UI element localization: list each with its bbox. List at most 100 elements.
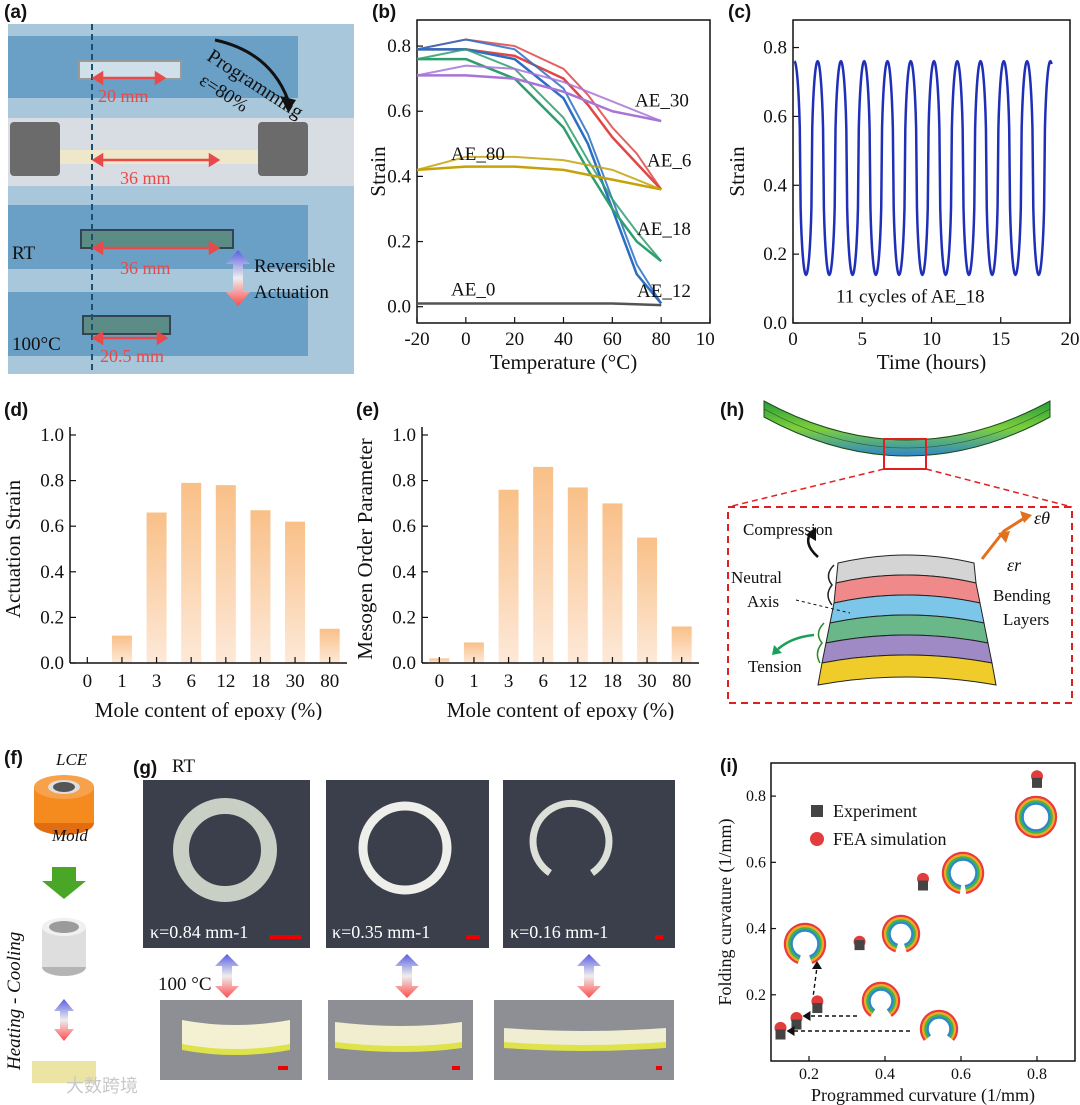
tension-label: Tension — [748, 657, 802, 676]
series-label-AE_30: AE_30 — [635, 90, 689, 111]
x-axis-label: Mole content of epoxy (%) — [95, 698, 322, 720]
series-label-AE_18: AE_18 — [637, 219, 691, 240]
pointer-arrowhead — [812, 961, 822, 969]
y-tick-label: 1.0 — [392, 425, 416, 446]
kappa-1: κ=0.84 mm-1 — [150, 922, 249, 942]
x-tick-label: 30 — [638, 671, 657, 692]
bar-80 — [319, 628, 340, 663]
series-line-AE_30 — [417, 74, 662, 123]
mold-label: Mold — [52, 826, 88, 845]
ring-icon — [884, 917, 918, 951]
chart-e: 0 1 3 6 12 18 30 80 0.0 0.2 0.4 0.6 0.8 1.0 Mole conte… — [353, 425, 699, 720]
cycle-series-line — [793, 59, 1053, 277]
y-axis-label: Folding curvature (1/mm) — [715, 819, 736, 1006]
series-line-AE_18 — [417, 57, 662, 263]
x-tick-label: 18 — [603, 671, 622, 692]
x-tick-label: 12 — [216, 671, 235, 692]
y-tick-label: 0.6 — [387, 101, 411, 122]
scale-bar-1 — [270, 935, 302, 939]
axis-label: Axis — [747, 592, 780, 611]
x-tick-label: 40 — [554, 329, 573, 350]
experiment-point — [812, 1003, 823, 1014]
x-tick-label: 100 — [696, 329, 715, 350]
y-tick-label: 0.2 — [746, 987, 766, 1004]
y-tick-label: 0.2 — [40, 607, 64, 628]
experiment-point — [1032, 777, 1042, 788]
scale-bar-4 — [278, 1066, 288, 1070]
series-label-AE_6: AE_6 — [647, 151, 691, 172]
x-tick-label: 80 — [320, 671, 339, 692]
x-axis-label: Temperature (°C) — [490, 350, 637, 374]
hot-label: 100°C — [12, 334, 61, 355]
y-axis-label: Mesogen Order Parameter — [353, 438, 377, 660]
process-label: Heating - Cooling — [4, 931, 25, 1070]
series-label-AE_0: AE_0 — [451, 279, 495, 300]
plot-frame — [770, 762, 1076, 1062]
y-tick-label: 0.8 — [387, 36, 411, 57]
bar-12 — [215, 485, 236, 663]
ring-icon — [926, 1016, 952, 1037]
y-tick-label: 0.4 — [763, 175, 787, 196]
ring-icon — [1017, 798, 1056, 836]
ring-icon — [881, 914, 921, 953]
y-axis-label: Actuation Strain — [1, 479, 25, 618]
rt-label: RT — [12, 243, 36, 264]
legend-label-experiment: Experiment — [833, 801, 917, 821]
watermark: 大数跨境 — [66, 1076, 138, 1097]
reversible-label: Reversible — [254, 256, 336, 277]
lce-label: LCE — [56, 750, 88, 769]
x-tick-label: 80 — [652, 329, 671, 350]
y-tick-label: 0.6 — [40, 516, 64, 537]
ring-icon — [1014, 795, 1058, 839]
bar-12 — [567, 487, 588, 663]
panel-e-label: (e) — [356, 400, 380, 421]
y-tick-label: 0.0 — [40, 653, 64, 674]
y-tick-label: 1.0 — [40, 425, 64, 446]
bar-18 — [602, 503, 623, 663]
g-rt-label: RT — [172, 756, 196, 777]
ring-icon — [946, 856, 980, 890]
series-loop-AE_0 — [417, 302, 662, 307]
ring-icon — [924, 1014, 954, 1039]
series-line-AE_12 — [417, 48, 663, 305]
layers-label: Layers — [1003, 610, 1050, 629]
series-label-AE_80: AE_80 — [451, 144, 505, 165]
panel-d-label: (d) — [4, 400, 29, 421]
chart-c: 0 5 10 15 20 0.0 0.2 0.4 0.6 0.8 Time (hours) Strai… — [725, 19, 1080, 374]
actuation-label: Actuation — [254, 282, 329, 303]
ring-icon — [864, 984, 898, 1016]
y-tick-label: 0.0 — [763, 313, 787, 334]
ring-icon — [922, 1012, 956, 1040]
dim-3: 36 mm — [120, 258, 171, 278]
dim-1: 20 mm — [98, 86, 149, 106]
x-tick-label: 0.4 — [875, 1066, 895, 1083]
scale-bar-3 — [655, 935, 663, 939]
dim-4: 20.5 mm — [100, 346, 165, 366]
experiment-point — [918, 880, 928, 891]
bar-1 — [463, 642, 484, 663]
x-tick-label: -20 — [404, 329, 429, 350]
pointer-arrow — [812, 966, 818, 995]
y-tick-label: 0.0 — [387, 297, 411, 318]
kappa-2: κ=0.35 mm-1 — [332, 922, 431, 942]
kappa-3: κ=0.16 mm-1 — [510, 922, 609, 942]
dim-2: 36 mm — [120, 168, 171, 188]
y-tick-label: 0.2 — [392, 607, 416, 628]
y-tick-label: 0.8 — [40, 471, 64, 492]
strip-drawings — [182, 1020, 666, 1055]
panel-g-label: (g) — [133, 758, 158, 779]
ring-icon — [861, 981, 901, 1017]
ring-icon — [866, 986, 896, 1014]
ring-icon — [944, 854, 982, 892]
y-tick-label: 0.4 — [387, 166, 411, 187]
x-tick-label: 0.6 — [951, 1066, 971, 1083]
ring-icon — [888, 921, 914, 947]
chart-i: 0.2 0.4 0.6 0.8 0.2 0.4 0.6 0.8 Programmed curva… — [715, 762, 1076, 1105]
bar-80 — [671, 626, 692, 663]
bar-6 — [533, 466, 554, 663]
y-tick-label: 0.6 — [763, 106, 787, 127]
x-tick-label: 6 — [538, 671, 548, 692]
bar-6 — [181, 482, 202, 663]
y-tick-label: 0.2 — [763, 244, 787, 265]
panel-h-label: (h) — [720, 400, 745, 421]
